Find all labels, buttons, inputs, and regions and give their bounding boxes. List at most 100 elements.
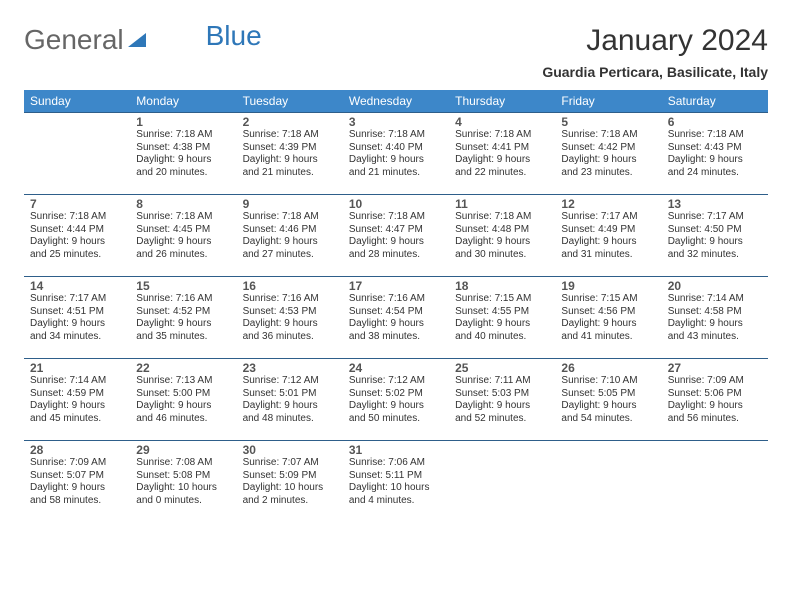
day-info-line: Daylight: 9 hours	[30, 318, 124, 331]
weekday-header: Tuesday	[237, 90, 343, 113]
day-info: Sunrise: 7:15 AMSunset: 4:55 PMDaylight:…	[455, 293, 549, 343]
brand-text-1: General	[24, 24, 124, 56]
calendar-cell: 21Sunrise: 7:14 AMSunset: 4:59 PMDayligh…	[24, 359, 130, 441]
day-number: 6	[668, 113, 762, 129]
day-info-line: and 50 minutes.	[349, 413, 443, 426]
day-info-line: and 40 minutes.	[455, 331, 549, 344]
calendar-row: 21Sunrise: 7:14 AMSunset: 4:59 PMDayligh…	[24, 359, 768, 441]
calendar-cell: 6Sunrise: 7:18 AMSunset: 4:43 PMDaylight…	[662, 113, 768, 195]
day-number: 21	[30, 359, 124, 375]
day-number: 25	[455, 359, 549, 375]
day-info-line: and 21 minutes.	[349, 167, 443, 180]
day-info-line: and 46 minutes.	[136, 413, 230, 426]
day-info-line: Sunset: 5:03 PM	[455, 388, 549, 401]
day-number: 3	[349, 113, 443, 129]
day-info-line: Daylight: 9 hours	[30, 482, 124, 495]
day-info-line: Sunrise: 7:18 AM	[349, 129, 443, 142]
day-info-line: Sunset: 5:11 PM	[349, 470, 443, 483]
calendar-cell: 16Sunrise: 7:16 AMSunset: 4:53 PMDayligh…	[237, 277, 343, 359]
day-info: Sunrise: 7:14 AMSunset: 4:59 PMDaylight:…	[30, 375, 124, 425]
day-info-line: Daylight: 9 hours	[30, 400, 124, 413]
day-info-line: Sunset: 4:38 PM	[136, 142, 230, 155]
day-info-line: Daylight: 9 hours	[455, 400, 549, 413]
day-info-line: Sunrise: 7:18 AM	[136, 211, 230, 224]
day-info-line: Sunset: 4:52 PM	[136, 306, 230, 319]
day-info-line: and 31 minutes.	[561, 249, 655, 262]
calendar-cell: 24Sunrise: 7:12 AMSunset: 5:02 PMDayligh…	[343, 359, 449, 441]
day-info-line: and 54 minutes.	[561, 413, 655, 426]
calendar-cell: 25Sunrise: 7:11 AMSunset: 5:03 PMDayligh…	[449, 359, 555, 441]
day-info-line: Sunset: 4:43 PM	[668, 142, 762, 155]
day-info-line: Sunrise: 7:17 AM	[668, 211, 762, 224]
day-info-line: Sunset: 4:55 PM	[455, 306, 549, 319]
day-info-line: Sunrise: 7:16 AM	[243, 293, 337, 306]
calendar-cell: 30Sunrise: 7:07 AMSunset: 5:09 PMDayligh…	[237, 441, 343, 523]
day-info-line: Sunset: 4:39 PM	[243, 142, 337, 155]
weekday-header: Monday	[130, 90, 236, 113]
day-info-line: Sunset: 4:56 PM	[561, 306, 655, 319]
calendar-cell: 14Sunrise: 7:17 AMSunset: 4:51 PMDayligh…	[24, 277, 130, 359]
weekday-header: Wednesday	[343, 90, 449, 113]
day-info: Sunrise: 7:18 AMSunset: 4:44 PMDaylight:…	[30, 211, 124, 261]
day-info-line: Sunrise: 7:09 AM	[30, 457, 124, 470]
day-number: 10	[349, 195, 443, 211]
day-number: 8	[136, 195, 230, 211]
weekday-header: Saturday	[662, 90, 768, 113]
day-number: 18	[455, 277, 549, 293]
day-info: Sunrise: 7:13 AMSunset: 5:00 PMDaylight:…	[136, 375, 230, 425]
day-number: 19	[561, 277, 655, 293]
day-info-line: Sunset: 5:07 PM	[30, 470, 124, 483]
page-title: January 2024	[542, 24, 768, 58]
day-info-line: Sunrise: 7:16 AM	[349, 293, 443, 306]
calendar-cell	[662, 441, 768, 523]
day-info-line: Sunrise: 7:18 AM	[561, 129, 655, 142]
calendar-cell	[555, 441, 661, 523]
day-info-line: Sunset: 4:40 PM	[349, 142, 443, 155]
day-info-line: Daylight: 9 hours	[243, 400, 337, 413]
day-info: Sunrise: 7:17 AMSunset: 4:50 PMDaylight:…	[668, 211, 762, 261]
day-info-line: and 28 minutes.	[349, 249, 443, 262]
calendar-cell: 27Sunrise: 7:09 AMSunset: 5:06 PMDayligh…	[662, 359, 768, 441]
day-info-line: Sunrise: 7:18 AM	[243, 129, 337, 142]
calendar-cell: 29Sunrise: 7:08 AMSunset: 5:08 PMDayligh…	[130, 441, 236, 523]
calendar-cell: 15Sunrise: 7:16 AMSunset: 4:52 PMDayligh…	[130, 277, 236, 359]
day-info-line: and 24 minutes.	[668, 167, 762, 180]
day-info-line: Sunset: 4:41 PM	[455, 142, 549, 155]
day-info-line: and 48 minutes.	[243, 413, 337, 426]
day-info-line: Sunrise: 7:18 AM	[455, 211, 549, 224]
day-info-line: Daylight: 10 hours	[136, 482, 230, 495]
calendar-cell: 9Sunrise: 7:18 AMSunset: 4:46 PMDaylight…	[237, 195, 343, 277]
day-info-line: Sunset: 5:00 PM	[136, 388, 230, 401]
day-info-line: Sunset: 5:02 PM	[349, 388, 443, 401]
day-info-line: Sunset: 4:42 PM	[561, 142, 655, 155]
day-info-line: and 36 minutes.	[243, 331, 337, 344]
day-info-line: Daylight: 9 hours	[30, 236, 124, 249]
day-info-line: Sunrise: 7:06 AM	[349, 457, 443, 470]
day-info-line: and 41 minutes.	[561, 331, 655, 344]
day-info-line: Daylight: 9 hours	[349, 318, 443, 331]
day-info-line: Sunrise: 7:14 AM	[668, 293, 762, 306]
day-info-line: and 58 minutes.	[30, 495, 124, 508]
day-info-line: Daylight: 9 hours	[455, 236, 549, 249]
calendar-cell: 8Sunrise: 7:18 AMSunset: 4:45 PMDaylight…	[130, 195, 236, 277]
calendar-cell: 10Sunrise: 7:18 AMSunset: 4:47 PMDayligh…	[343, 195, 449, 277]
day-info-line: Sunrise: 7:07 AM	[243, 457, 337, 470]
day-info: Sunrise: 7:17 AMSunset: 4:49 PMDaylight:…	[561, 211, 655, 261]
day-number: 7	[30, 195, 124, 211]
day-info-line: Sunset: 5:01 PM	[243, 388, 337, 401]
day-info-line: and 35 minutes.	[136, 331, 230, 344]
day-info: Sunrise: 7:18 AMSunset: 4:42 PMDaylight:…	[561, 129, 655, 179]
day-info-line: and 32 minutes.	[668, 249, 762, 262]
day-info-line: Sunrise: 7:18 AM	[243, 211, 337, 224]
day-info-line: Daylight: 9 hours	[455, 154, 549, 167]
day-info-line: Daylight: 9 hours	[243, 236, 337, 249]
day-info-line: Daylight: 9 hours	[136, 400, 230, 413]
calendar-cell: 1Sunrise: 7:18 AMSunset: 4:38 PMDaylight…	[130, 113, 236, 195]
day-info-line: Daylight: 9 hours	[561, 400, 655, 413]
day-info: Sunrise: 7:07 AMSunset: 5:09 PMDaylight:…	[243, 457, 337, 507]
calendar-cell: 23Sunrise: 7:12 AMSunset: 5:01 PMDayligh…	[237, 359, 343, 441]
calendar-cell	[449, 441, 555, 523]
day-info: Sunrise: 7:17 AMSunset: 4:51 PMDaylight:…	[30, 293, 124, 343]
day-info-line: Sunrise: 7:18 AM	[136, 129, 230, 142]
day-number: 27	[668, 359, 762, 375]
